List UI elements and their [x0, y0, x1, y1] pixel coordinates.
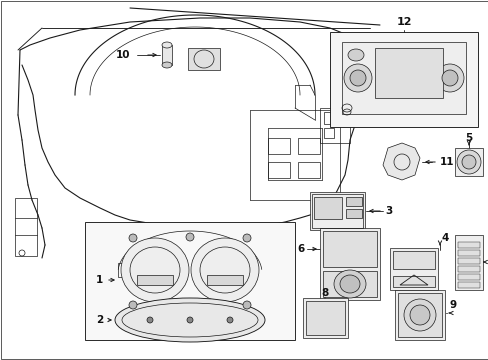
Text: 1: 1 [96, 275, 103, 285]
Bar [297, 138, 319, 154]
Bar [187, 48, 220, 70]
Ellipse shape [147, 317, 153, 323]
Bar [392, 276, 434, 287]
Bar [454, 148, 482, 176]
Ellipse shape [162, 42, 172, 48]
Bar [457, 258, 479, 264]
Text: 5: 5 [465, 133, 472, 143]
Text: 4: 4 [441, 233, 448, 243]
Text: 8: 8 [321, 288, 328, 298]
Ellipse shape [226, 317, 232, 323]
Bar [324, 128, 333, 138]
Bar [457, 282, 479, 288]
Ellipse shape [343, 64, 371, 92]
Ellipse shape [243, 234, 250, 242]
Ellipse shape [185, 233, 194, 241]
Ellipse shape [456, 150, 480, 174]
Ellipse shape [243, 301, 250, 309]
Bar [311, 194, 362, 228]
Ellipse shape [115, 298, 264, 342]
Ellipse shape [347, 49, 363, 61]
Bar [85, 222, 294, 340]
Ellipse shape [349, 70, 365, 86]
Bar [324, 112, 333, 124]
Bar [457, 250, 479, 256]
Bar [346, 209, 361, 218]
Bar [137, 275, 173, 285]
Bar [454, 235, 482, 290]
Text: 11: 11 [439, 157, 453, 167]
Ellipse shape [186, 317, 193, 323]
Text: 10: 10 [115, 50, 130, 60]
Bar [323, 231, 376, 267]
Ellipse shape [333, 270, 365, 298]
Bar [206, 275, 243, 285]
Bar [303, 298, 347, 338]
Bar [457, 274, 479, 280]
Bar [305, 301, 345, 335]
Polygon shape [382, 143, 419, 180]
Bar [309, 192, 364, 230]
Bar [397, 293, 441, 337]
Ellipse shape [403, 299, 435, 331]
Ellipse shape [191, 238, 259, 302]
Bar [319, 228, 379, 300]
Bar [457, 242, 479, 248]
Bar [329, 32, 477, 127]
Bar [267, 138, 289, 154]
Bar [457, 266, 479, 272]
Ellipse shape [121, 238, 189, 302]
Bar [323, 271, 376, 297]
Bar [374, 48, 442, 98]
Text: 3: 3 [384, 206, 391, 216]
Ellipse shape [409, 305, 429, 325]
Bar [313, 197, 341, 219]
Text: 7: 7 [486, 257, 488, 267]
Ellipse shape [435, 64, 463, 92]
Bar [297, 162, 319, 178]
Ellipse shape [441, 70, 457, 86]
Text: 2: 2 [96, 315, 103, 325]
Bar [118, 263, 133, 277]
Bar [346, 197, 361, 206]
Bar [389, 248, 437, 290]
Bar [319, 108, 349, 143]
Ellipse shape [162, 62, 172, 68]
Ellipse shape [339, 275, 359, 293]
Bar [162, 45, 172, 65]
Bar [394, 290, 444, 340]
Ellipse shape [461, 155, 475, 169]
Text: 9: 9 [449, 300, 456, 310]
Bar [267, 162, 289, 178]
Bar [337, 112, 347, 124]
Ellipse shape [129, 301, 137, 309]
Text: 6: 6 [297, 244, 305, 254]
Bar [341, 42, 465, 114]
Ellipse shape [129, 234, 137, 242]
Bar [392, 251, 434, 269]
Text: 12: 12 [395, 17, 411, 27]
Bar [15, 198, 37, 256]
